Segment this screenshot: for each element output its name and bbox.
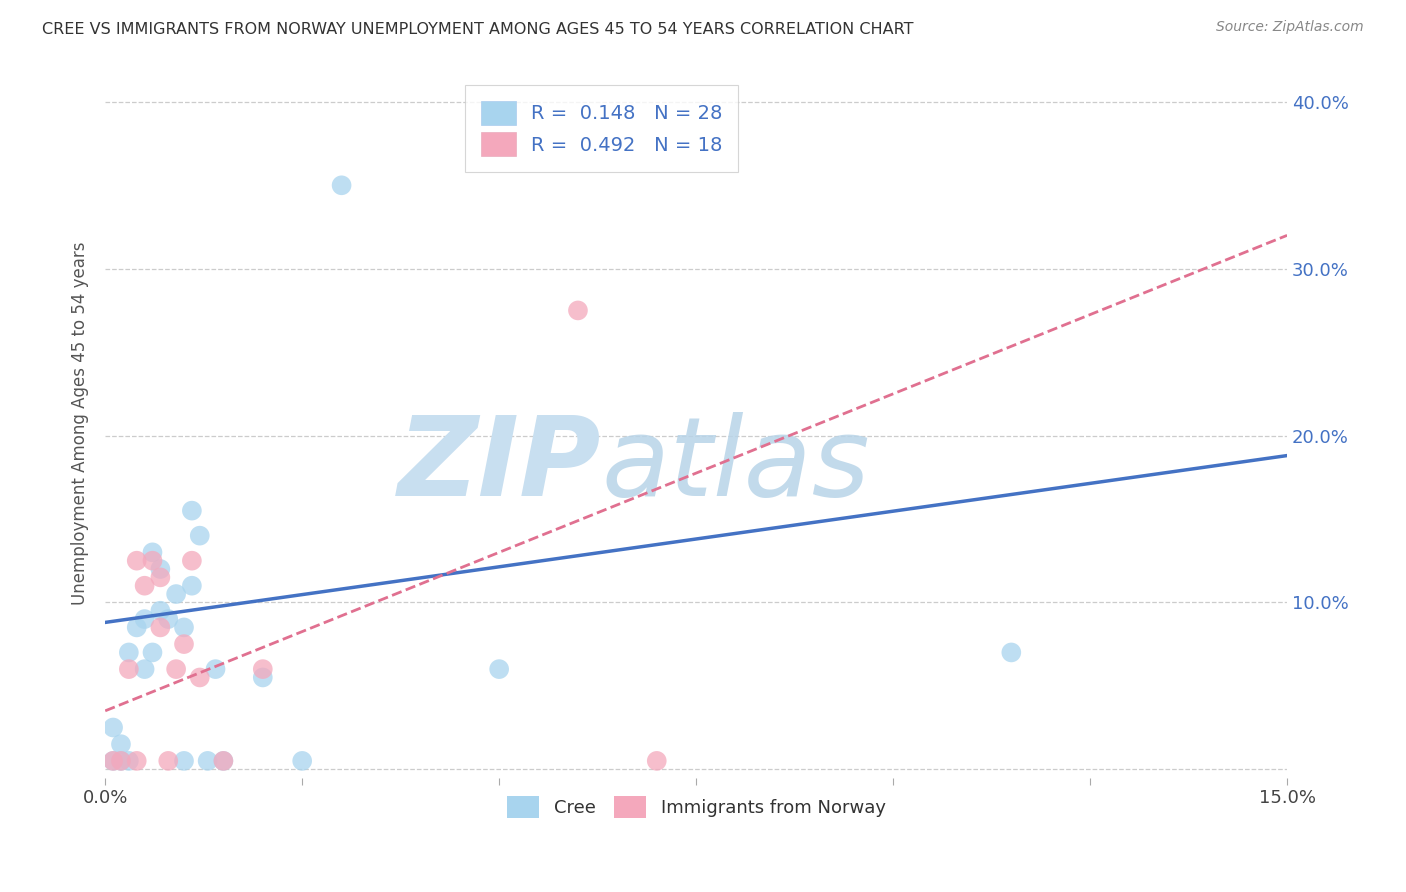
Point (157, 754, 180, 768)
Point (101, 754, 124, 768)
Point (149, 620, 172, 634)
Point (110, 737, 132, 751)
Point (173, 620, 195, 634)
Text: CREE VS IMMIGRANTS FROM NORWAY UNEMPLOYMENT AMONG AGES 45 TO 54 YEARS CORRELATIO: CREE VS IMMIGRANTS FROM NORWAY UNEMPLOYM… (42, 22, 914, 37)
Point (118, 754, 141, 768)
Point (141, 645, 163, 659)
Point (165, 662, 187, 676)
Point (134, 579, 156, 593)
Point (173, 754, 195, 768)
Point (101, 754, 124, 768)
Point (252, 662, 274, 676)
Point (1000, 645, 1022, 659)
Point (330, 178, 353, 193)
Point (188, 670, 211, 684)
Point (212, 754, 235, 768)
Point (157, 612, 180, 626)
Point (165, 587, 187, 601)
Point (134, 612, 156, 626)
Point (125, 620, 148, 634)
Point (180, 554, 202, 568)
Point (212, 754, 235, 768)
Point (180, 579, 202, 593)
Point (149, 604, 172, 618)
Point (291, 754, 314, 768)
Legend: Cree, Immigrants from Norway: Cree, Immigrants from Norway (499, 789, 893, 825)
Point (118, 645, 141, 659)
Point (204, 662, 226, 676)
Text: atlas: atlas (602, 412, 870, 519)
Y-axis label: Unemployment Among Ages 45 to 54 years: Unemployment Among Ages 45 to 54 years (72, 242, 89, 605)
Point (173, 637, 195, 651)
Point (134, 662, 156, 676)
Point (110, 754, 132, 768)
Point (188, 529, 211, 543)
Point (125, 754, 148, 768)
Point (141, 554, 163, 568)
Point (180, 503, 202, 517)
Point (110, 754, 132, 768)
Point (645, 754, 668, 768)
Point (141, 545, 163, 559)
Point (101, 721, 124, 735)
Point (488, 662, 510, 676)
Point (149, 570, 172, 584)
Text: Source: ZipAtlas.com: Source: ZipAtlas.com (1216, 20, 1364, 34)
Point (197, 754, 219, 768)
Point (567, 303, 589, 318)
Point (149, 562, 172, 576)
Point (118, 662, 141, 676)
Text: ZIP: ZIP (398, 412, 602, 519)
Point (252, 670, 274, 684)
Point (125, 554, 148, 568)
